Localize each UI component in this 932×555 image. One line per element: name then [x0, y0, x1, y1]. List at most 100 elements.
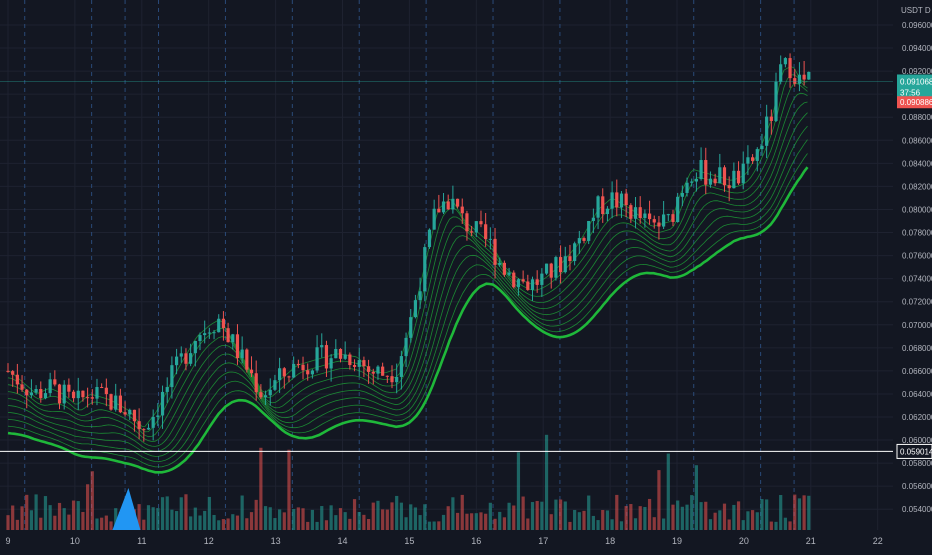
volume-bar: [142, 519, 146, 530]
candle-body: [67, 384, 71, 392]
candle-body: [179, 353, 183, 357]
volume-bar: [718, 510, 722, 530]
candle-body: [666, 214, 670, 216]
volume-bar: [563, 501, 567, 530]
volume-bar: [67, 514, 71, 530]
candle-body: [619, 193, 624, 208]
volume-bar: [198, 515, 202, 530]
x-tick-label: 14: [337, 536, 347, 546]
volume-bar: [676, 500, 680, 530]
x-tick-label: 17: [538, 536, 548, 546]
volume-bar: [193, 507, 197, 530]
volume-bar: [807, 495, 811, 530]
volume-bar: [320, 506, 324, 530]
volume-bar: [465, 513, 469, 530]
volume-bar: [263, 506, 268, 530]
volume-bar: [315, 521, 319, 530]
volume-bar: [741, 520, 745, 530]
volume-bar: [455, 512, 460, 530]
candle-body: [95, 386, 99, 399]
candle-body: [685, 182, 689, 193]
candle-body: [395, 376, 399, 383]
candle-body: [25, 389, 29, 396]
volume-bar: [680, 506, 684, 530]
candle-body: [6, 370, 10, 372]
axis-layer: 0.0960000.0940000.0920000.0900000.088000…: [0, 6, 932, 546]
candle-body: [451, 198, 455, 210]
candle-body: [591, 217, 595, 221]
candle-body: [278, 368, 282, 381]
volume-bar: [446, 506, 450, 530]
volume-bar: [558, 499, 563, 530]
candle-body: [605, 208, 610, 215]
volume-bar: [797, 498, 802, 530]
volume-bar: [226, 518, 230, 530]
volume-bar: [390, 502, 394, 530]
candle-body: [53, 379, 57, 385]
candle-body: [713, 178, 717, 184]
volume-bar: [217, 520, 221, 530]
volume-bar: [722, 503, 727, 530]
volume-bar: [39, 517, 43, 530]
ma-line: [7, 112, 808, 452]
second-price-label: 0.090886: [900, 98, 932, 107]
volume-bar: [493, 518, 497, 530]
candle-body: [455, 198, 460, 207]
volume-bar: [629, 504, 633, 530]
ma-line: [7, 92, 808, 442]
y-tick-label: 0.054000: [902, 505, 932, 514]
volume-bar: [605, 510, 610, 530]
candle-body: [343, 354, 347, 359]
volume-bar: [774, 521, 778, 530]
x-tick-label: 16: [471, 536, 481, 546]
volume-bar: [371, 502, 375, 530]
second-price-box: [897, 96, 932, 109]
candle-body: [521, 279, 525, 282]
ma-line: [7, 166, 809, 474]
volume-bar: [544, 434, 549, 530]
candle-body: [507, 272, 511, 275]
volume-bar: [404, 517, 408, 530]
candle-body: [366, 366, 371, 372]
candle-body: [156, 415, 160, 417]
candle-body: [132, 409, 137, 422]
candle-body: [296, 363, 300, 365]
candle-body: [324, 345, 329, 369]
volume-bar: [437, 521, 441, 530]
volume-bar: [254, 499, 258, 530]
candle-body: [282, 368, 286, 377]
candle-body: [348, 354, 352, 366]
candle-body: [240, 349, 244, 359]
volume-bar: [633, 518, 638, 530]
candle-body: [273, 380, 277, 390]
volume-bar: [278, 509, 282, 530]
candle-body: [254, 373, 258, 393]
candle-body: [128, 409, 132, 415]
volume-bar: [732, 504, 736, 530]
level-label: 0.059014: [900, 447, 932, 456]
x-tick-label: 13: [271, 536, 281, 546]
volume-bar: [348, 518, 352, 530]
candle-body: [207, 332, 211, 334]
volume-bar: [156, 508, 160, 530]
volume-bar: [409, 504, 413, 530]
volume-bar: [57, 502, 62, 530]
volume-bar: [86, 484, 90, 530]
candle-body: [184, 353, 188, 364]
volume-bar: [95, 518, 99, 530]
candle-body: [779, 64, 783, 82]
volume-bar: [694, 465, 699, 530]
volume-bar: [296, 507, 300, 530]
candle-body: [624, 193, 628, 206]
volume-bar: [736, 501, 741, 530]
candle-body: [249, 369, 254, 374]
volume-bar: [399, 502, 403, 530]
candle-body: [399, 356, 403, 377]
candle-body: [708, 178, 713, 185]
volume-bar: [535, 500, 539, 530]
